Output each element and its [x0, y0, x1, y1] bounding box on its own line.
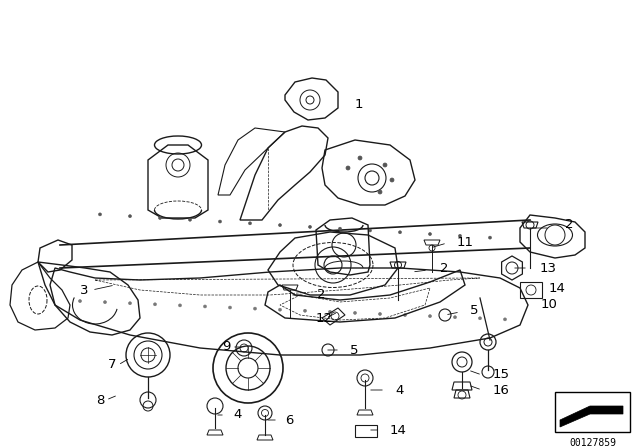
Bar [355, 425, 377, 437]
Circle shape [378, 190, 382, 194]
Circle shape [358, 156, 362, 160]
Text: 2: 2 [440, 262, 449, 275]
Circle shape [218, 220, 221, 223]
Circle shape [458, 234, 461, 237]
Circle shape [504, 318, 506, 321]
Circle shape [429, 233, 431, 236]
Circle shape [488, 236, 492, 239]
Circle shape [129, 302, 131, 305]
Text: 11: 11 [457, 237, 474, 250]
Circle shape [399, 231, 401, 234]
Circle shape [369, 229, 371, 232]
Circle shape [99, 213, 102, 216]
Circle shape [253, 307, 257, 310]
Circle shape [159, 216, 161, 220]
Text: 3: 3 [80, 284, 88, 297]
Circle shape [278, 224, 282, 227]
Circle shape [353, 311, 356, 314]
Circle shape [454, 316, 456, 319]
Circle shape [479, 317, 481, 320]
Bar [555, 392, 630, 432]
Circle shape [248, 222, 252, 225]
Text: 00127859: 00127859 [569, 438, 616, 448]
Text: 5: 5 [470, 303, 479, 316]
Circle shape [189, 218, 191, 221]
Circle shape [378, 312, 381, 315]
Text: 4: 4 [233, 409, 241, 422]
Circle shape [403, 314, 406, 317]
Text: 2: 2 [565, 219, 573, 232]
Text: 14: 14 [390, 423, 407, 436]
Polygon shape [560, 406, 623, 427]
Circle shape [429, 314, 431, 318]
Circle shape [390, 178, 394, 182]
Text: 14: 14 [549, 281, 566, 294]
Circle shape [204, 305, 207, 308]
Circle shape [129, 215, 131, 218]
Text: 10: 10 [541, 298, 558, 311]
Text: 7: 7 [108, 358, 116, 371]
Circle shape [383, 163, 387, 167]
Text: 4: 4 [395, 383, 403, 396]
Circle shape [308, 225, 312, 228]
Circle shape [104, 301, 106, 304]
Circle shape [328, 310, 332, 313]
Circle shape [179, 304, 182, 307]
Text: 12: 12 [316, 311, 333, 324]
Text: 13: 13 [540, 262, 557, 275]
Circle shape [303, 309, 307, 312]
Text: 1: 1 [355, 99, 364, 112]
Text: 6: 6 [285, 414, 293, 426]
Circle shape [346, 166, 350, 170]
Circle shape [154, 303, 157, 306]
Text: 9: 9 [222, 340, 230, 353]
Circle shape [228, 306, 232, 309]
Bar [520, 282, 542, 298]
Text: 8: 8 [96, 393, 104, 406]
Text: 16: 16 [493, 383, 510, 396]
Circle shape [278, 308, 282, 311]
Circle shape [339, 227, 342, 230]
Text: 2: 2 [317, 289, 326, 302]
Circle shape [79, 300, 81, 302]
Text: 15: 15 [493, 369, 510, 382]
Text: 5: 5 [350, 344, 358, 357]
